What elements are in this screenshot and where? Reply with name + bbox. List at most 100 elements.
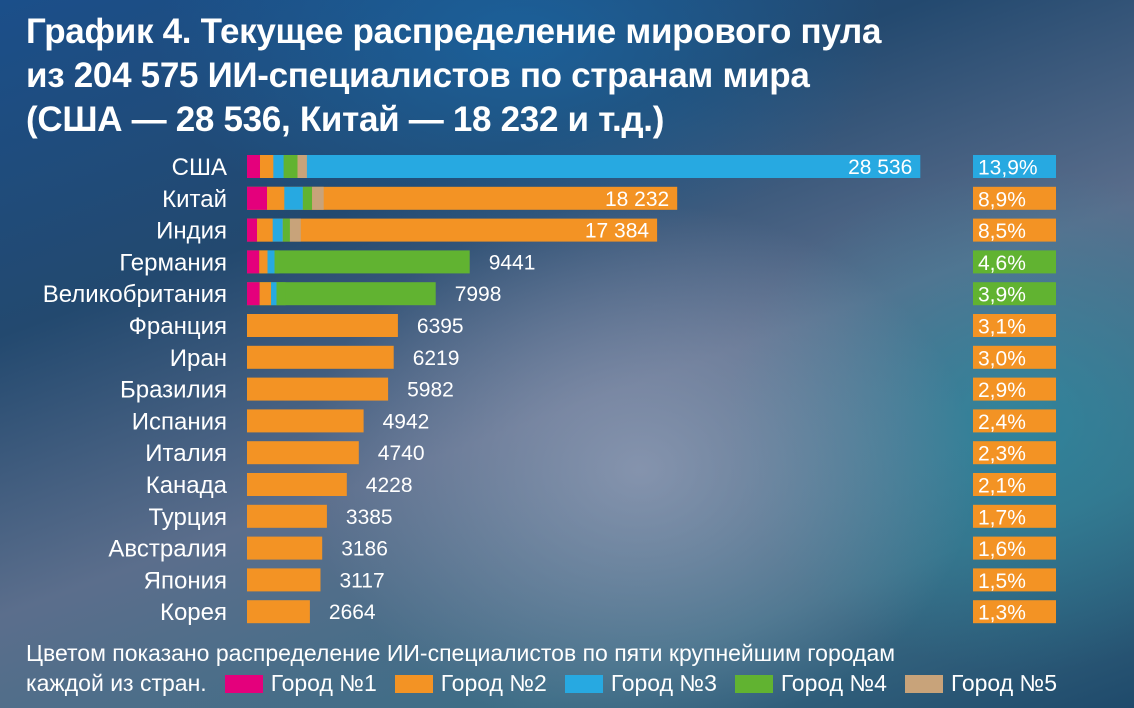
value-label: 5982: [407, 379, 454, 402]
bar-segment-city-2: [257, 218, 273, 242]
bar-total: [247, 155, 921, 178]
share-label: 13,9%: [978, 157, 1038, 180]
legend-item-city-2: Город №2: [394, 668, 547, 698]
bar-segment-city-1: [247, 186, 268, 210]
title-line-2: из 204 575 ИИ-специалистов по странам ми…: [26, 56, 810, 95]
bar-segment-city-3: [272, 218, 283, 242]
legend-item-city-3: Город №3: [564, 668, 717, 698]
legend-swatch-city-2: [394, 675, 433, 693]
legend-item-city-5: Город №5: [904, 668, 1057, 698]
bar-total: [247, 409, 364, 433]
legend-swatch-city-5: [904, 675, 943, 693]
bar-total: [247, 314, 398, 337]
value-label: 18 232: [605, 188, 669, 211]
share-label: 2,1%: [978, 475, 1026, 498]
legend-label-city-2: Город №2: [440, 670, 547, 696]
value-label: 6395: [417, 315, 464, 338]
bar-segment-city-2: [260, 155, 274, 178]
bar-total: [247, 441, 359, 465]
legend-label-city-5: Город №5: [950, 670, 1057, 696]
category-label: Япония: [144, 567, 227, 594]
legend-item-city-1: Город №1: [224, 668, 377, 698]
value-label: 17 384: [585, 220, 650, 243]
bar-segment-city-4: [282, 218, 290, 242]
value-label: 28 536: [848, 156, 912, 179]
bar-segment-city-1: [247, 155, 260, 178]
category-label: США: [172, 154, 227, 181]
bar-segment-city-3: [267, 250, 275, 274]
value-label: 4228: [366, 474, 413, 497]
share-label: 1,3%: [978, 602, 1026, 625]
bar-total: [247, 504, 327, 528]
share-box: [973, 218, 1056, 242]
bar-segment-city-3: [284, 186, 303, 210]
category-label: Германия: [119, 249, 227, 276]
value-label: 9441: [489, 251, 536, 274]
bar-segment-city-2: [267, 186, 285, 210]
bar-total: [247, 568, 321, 592]
share-box: [973, 250, 1056, 274]
share-box: [973, 600, 1056, 624]
bar-total: [247, 218, 658, 242]
share-label: 2,9%: [978, 379, 1026, 402]
bar-segment-city-3: [271, 282, 277, 306]
value-label: 3186: [341, 538, 388, 561]
share-box: [973, 409, 1056, 433]
value-label: 4942: [383, 410, 430, 433]
legend-swatch-city-4: [734, 675, 773, 693]
bar-total: [247, 282, 436, 306]
category-label: Франция: [129, 313, 227, 340]
share-label: 2,4%: [978, 411, 1026, 434]
category-label: Китай: [162, 186, 227, 213]
bar-segment-city-2: [259, 282, 271, 306]
legend-label-city-3: Город №3: [610, 670, 717, 696]
share-label: 3,1%: [978, 316, 1026, 339]
share-box: [973, 473, 1056, 496]
category-label: Австралия: [108, 536, 227, 563]
bar-segment-city-3: [273, 155, 284, 178]
bar-segment-city-5: [289, 218, 301, 242]
bar-segment-city-4: [283, 155, 298, 178]
title-line-3: (США — 28 536, Китай — 18 232 и т.д.): [26, 100, 665, 139]
title-line-1: График 4. Текущее распределение мирового…: [26, 12, 882, 51]
share-label: 8,9%: [978, 188, 1026, 211]
category-label: Иран: [170, 345, 227, 372]
bar-total: [247, 600, 310, 624]
chart-title: График 4. Текущее распределение мирового…: [26, 10, 1026, 142]
bar-segment-city-1: [247, 218, 258, 242]
share-label: 1,6%: [978, 538, 1026, 561]
legend-label-city-4: Город №4: [780, 670, 887, 696]
share-label: 1,7%: [978, 506, 1026, 529]
bar-segment-city-1: [247, 282, 260, 306]
category-label: Корея: [160, 599, 227, 626]
value-label: 6219: [413, 347, 460, 370]
value-label: 4740: [378, 442, 425, 465]
bar-chart: США 28 536 13,9% Китай 18 232 8,9% Индия 17 384…: [43, 154, 1056, 626]
bar-segment-city-1: [247, 250, 260, 274]
bar-total: [247, 250, 470, 274]
category-label: Индия: [156, 218, 227, 245]
share-box: [973, 377, 1056, 401]
legend-note-end: каждой из стран.: [26, 670, 207, 696]
bar-segment-city-5: [297, 155, 307, 178]
bar-total: [247, 536, 323, 560]
share-box: [973, 441, 1056, 465]
bar-total: [247, 186, 678, 210]
share-box: [973, 282, 1056, 306]
share-label: 1,5%: [978, 570, 1026, 593]
share-box: [973, 536, 1056, 560]
share-label: 2,3%: [978, 443, 1026, 466]
bar-total: [247, 377, 389, 401]
bar-segment-city-2: [259, 250, 268, 274]
value-label: 3117: [340, 569, 385, 592]
category-label: Испания: [132, 408, 227, 435]
category-label: Великобритания: [43, 281, 227, 308]
legend: Цветом показано распределение ИИ-специал…: [26, 638, 1126, 698]
value-label: 7998: [455, 283, 502, 306]
category-label: Бразилия: [120, 377, 227, 404]
value-label: 3385: [346, 506, 393, 529]
share-box: [973, 155, 1056, 178]
share-box: [973, 345, 1056, 369]
legend-row: каждой из стран. Город №1 Город №2 Город №3…: [26, 668, 1126, 698]
bar-segment-city-4: [302, 186, 313, 210]
